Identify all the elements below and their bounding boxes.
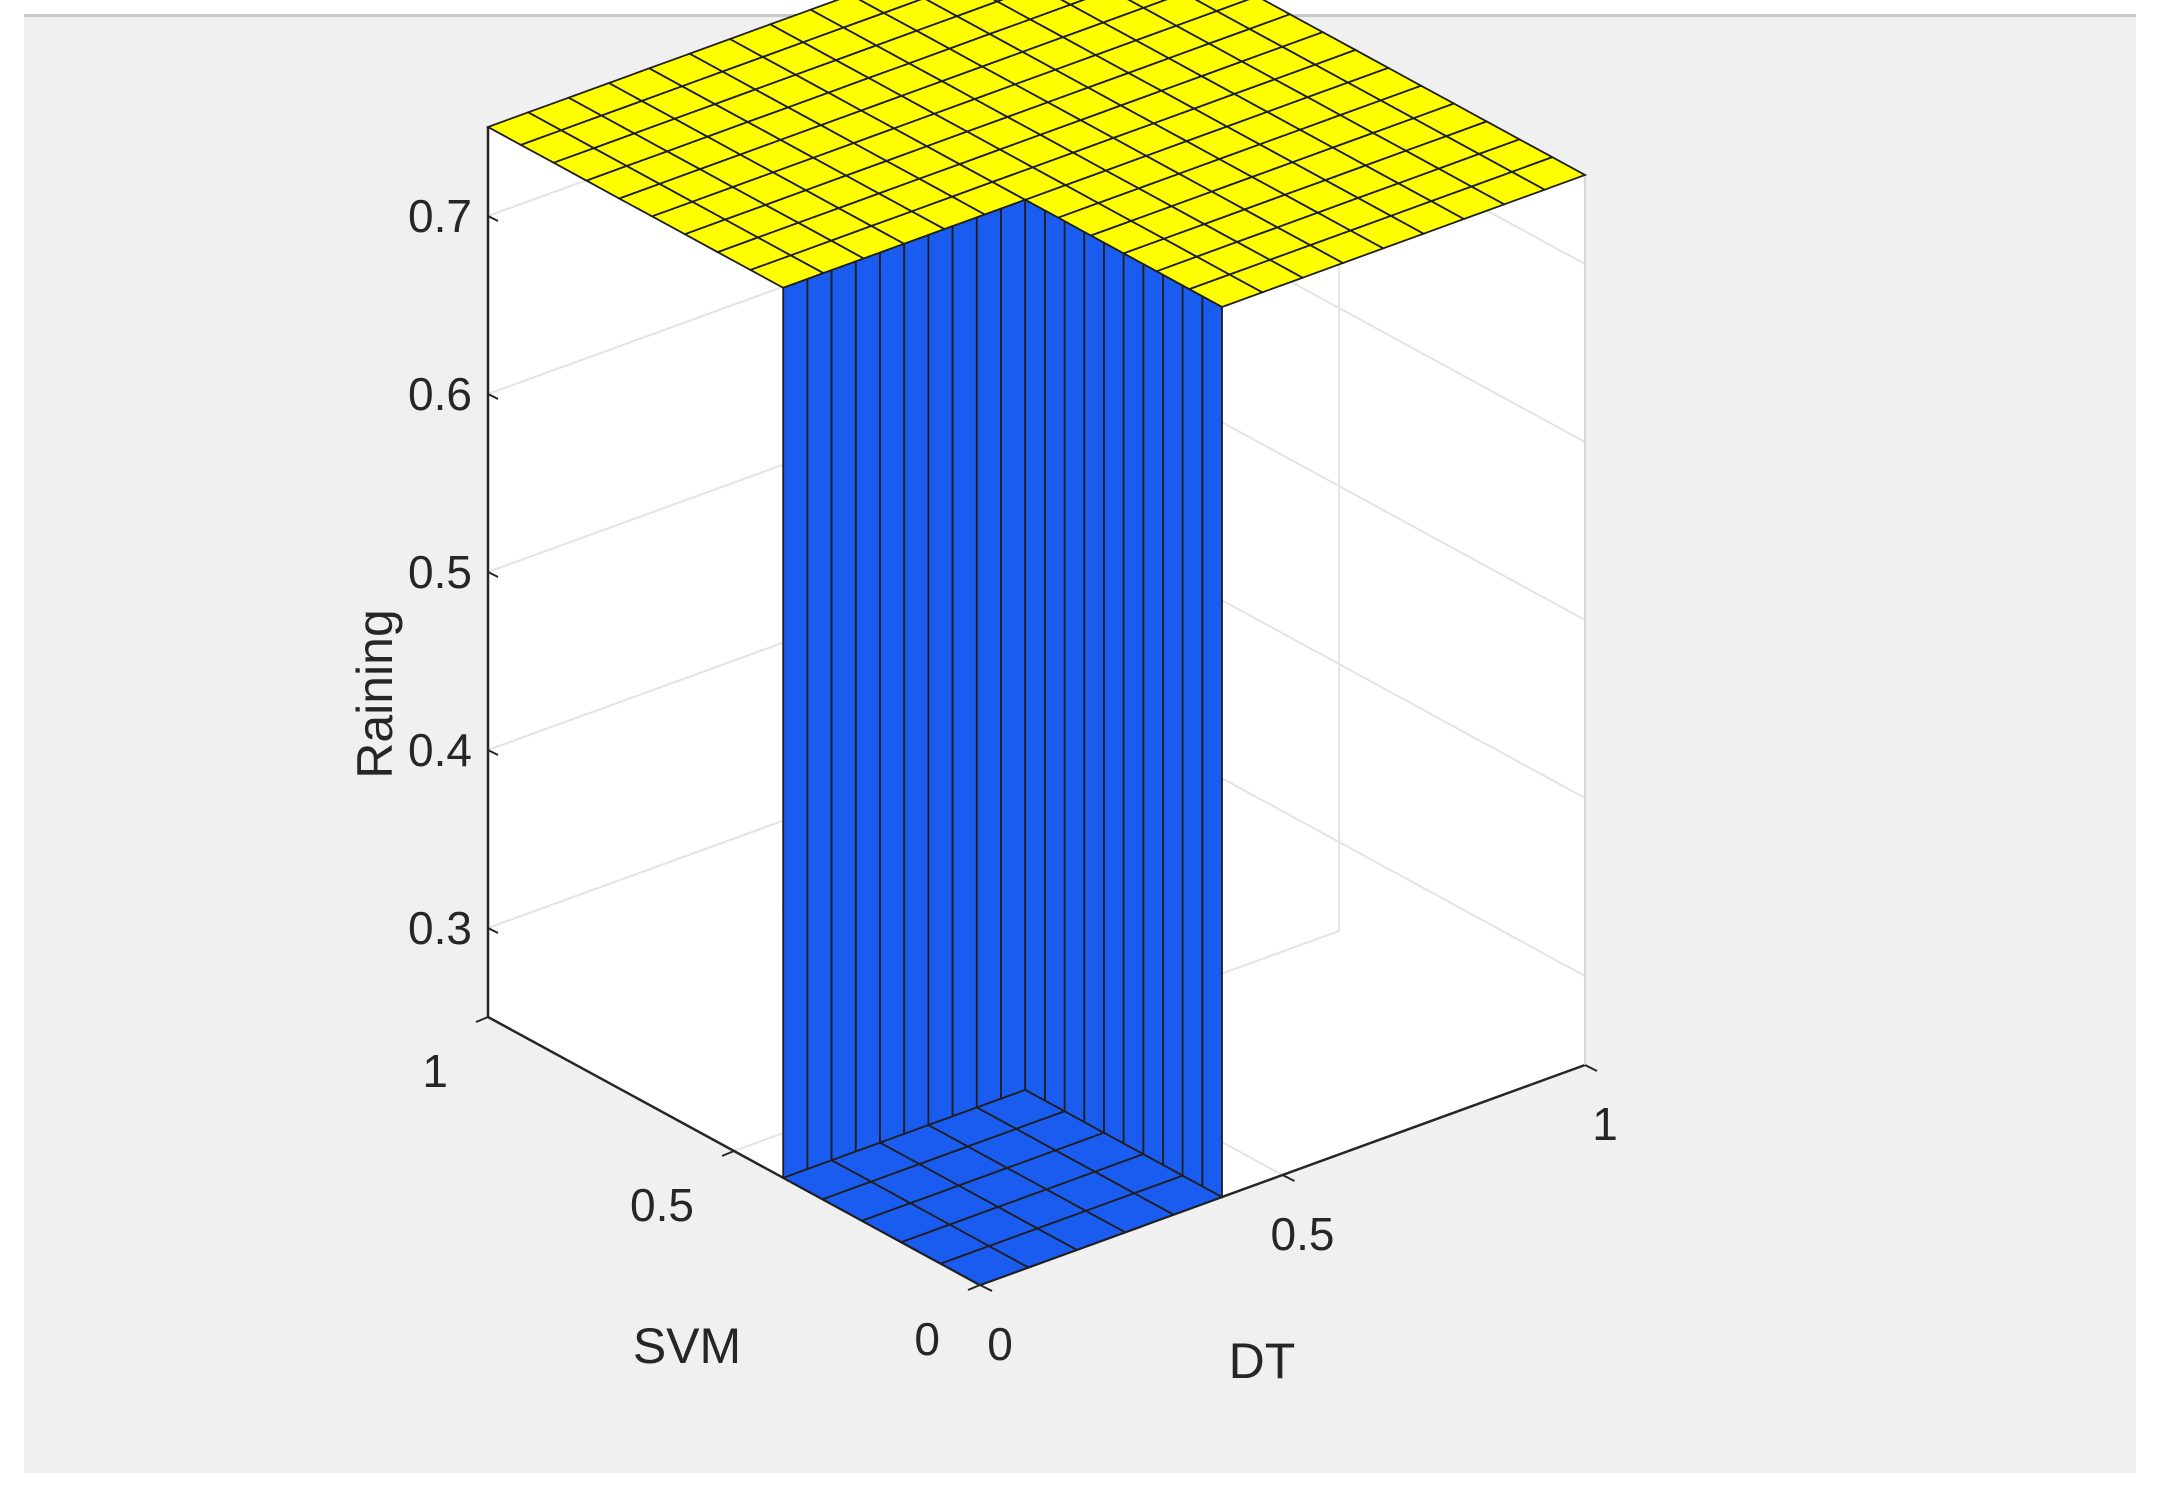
- y-tick-label: 1: [422, 1045, 448, 1097]
- z-tick-label: 0.4: [408, 724, 472, 776]
- x-tick-mark: [1584, 1064, 1598, 1072]
- surface-cell-high: [881, 0, 960, 32]
- z-tick-mark: [487, 215, 499, 222]
- surface-wall-dt: [1122, 251, 1145, 1156]
- surface-cell-high: [858, 0, 922, 14]
- x-tick-mark: [979, 1284, 993, 1292]
- surface-cell-high: [808, 0, 886, 29]
- surface-wall-dt: [1083, 230, 1105, 1135]
- x-tick-label: 1: [1592, 1098, 1618, 1150]
- surface-wall-svm: [879, 242, 906, 1144]
- y-tick-mark: [967, 1284, 981, 1291]
- surface-wall-dt: [1103, 241, 1125, 1145]
- surface-wall-dt: [1063, 219, 1086, 1124]
- y-tick-label: 0.5: [630, 1179, 694, 1231]
- z-tick-mark: [487, 393, 499, 400]
- surface-wall-dt: [1201, 294, 1223, 1199]
- tick-labels: 0.3 0.4 0.5 0.6 0.7 0 0.5 1 0 0.5 1: [408, 190, 1618, 1370]
- surface-wall-dt: [1162, 273, 1184, 1178]
- z-tick-mark: [487, 927, 499, 934]
- surface-wall-svm: [830, 260, 857, 1162]
- surface-cell-high: [1141, 0, 1219, 27]
- x-tick-mark: [1282, 1174, 1295, 1182]
- surface-wall-svm: [951, 216, 978, 1118]
- y-tick-mark: [721, 1150, 735, 1157]
- surface-cell-high: [992, 0, 1004, 3]
- surface-wall-dt: [1044, 208, 1066, 1113]
- surface-wall-svm: [782, 277, 809, 1180]
- x-tick-label: 0: [987, 1318, 1013, 1370]
- z-tick-mark: [487, 571, 499, 578]
- surface-cell-high: [1060, 0, 1086, 6]
- surface-wall-svm: [903, 233, 930, 1136]
- z-tick-label: 0.5: [408, 546, 472, 598]
- z-tick-label: 0.3: [408, 902, 472, 954]
- surface-cell-high: [1194, 0, 1250, 12]
- y-axis-label: SVM: [633, 1318, 741, 1374]
- surface-wall-svm: [854, 251, 881, 1153]
- surface-wall-dt: [1181, 284, 1204, 1188]
- surface-wall-dt: [1024, 198, 1046, 1103]
- z-tick-label: 0.6: [408, 368, 472, 420]
- surface-cell-high: [995, 0, 1073, 21]
- y-tick-label: 0: [914, 1313, 940, 1365]
- surface-wall-dt: [1142, 262, 1164, 1167]
- surface-mesh: [485, 0, 1588, 1286]
- surface-wall-svm: [927, 224, 954, 1127]
- surface-wall-svm: [1000, 198, 1027, 1100]
- surface-cell-high: [1068, 0, 1146, 24]
- surface-cell-high: [925, 0, 1000, 18]
- z-axis-label: Raining: [347, 609, 403, 779]
- surface-cell-high: [1127, 0, 1168, 9]
- surface-wall-svm: [806, 268, 833, 1171]
- x-axis-label: DT: [1229, 1333, 1296, 1389]
- z-tick-label: 0.7: [408, 190, 472, 242]
- surface-wall-svm: [975, 207, 1002, 1109]
- surface-cell-high: [1214, 0, 1292, 30]
- x-tick-label: 0.5: [1271, 1208, 1335, 1260]
- y-tick-mark: [475, 1016, 489, 1023]
- z-tick-mark: [487, 749, 499, 756]
